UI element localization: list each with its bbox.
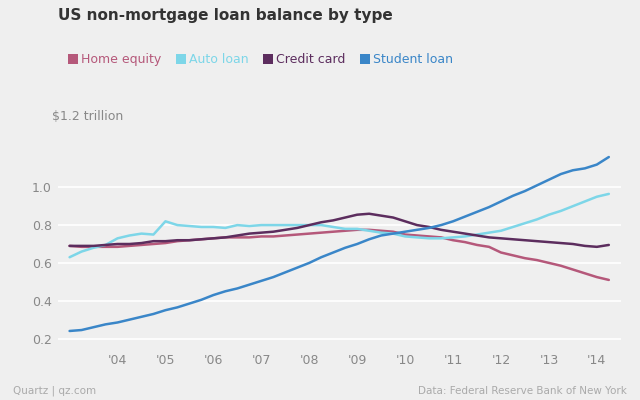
Text: US non-mortgage loan balance by type: US non-mortgage loan balance by type — [58, 8, 392, 23]
Text: Quartz | qz.com: Quartz | qz.com — [13, 386, 96, 396]
Legend: Home equity, Auto loan, Credit card, Student loan: Home equity, Auto loan, Credit card, Stu… — [64, 48, 458, 72]
Text: Data: Federal Reserve Bank of New York: Data: Federal Reserve Bank of New York — [419, 386, 627, 396]
Text: $1.2 trillion: $1.2 trillion — [52, 110, 124, 123]
